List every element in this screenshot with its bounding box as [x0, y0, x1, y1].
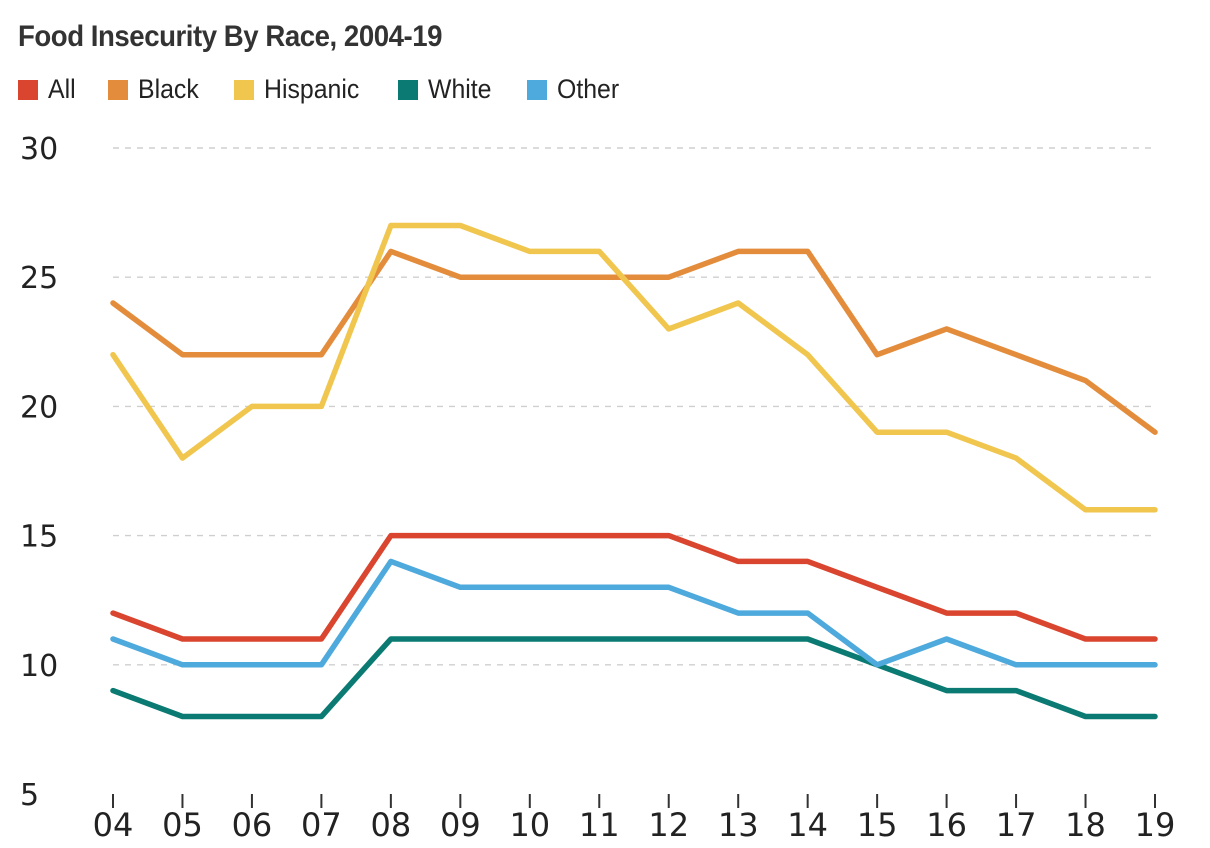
x-tick-label-08: 08	[371, 806, 412, 844]
legend-item-hispanic: Hispanic	[234, 74, 368, 105]
x-tick-label-06: 06	[232, 806, 273, 844]
series-line-black	[110, 248, 1158, 435]
legend-label-hispanic: Hispanic	[264, 74, 360, 104]
y-tick-label-20: 20	[20, 390, 58, 425]
legend-swatch-other	[526, 79, 547, 100]
legend-swatch-all	[18, 79, 38, 100]
series-line-white	[110, 636, 1158, 720]
x-tick-label-15: 15	[857, 806, 898, 844]
x-tick-label-16: 16	[926, 806, 967, 844]
y-tick-label-10: 10	[20, 649, 58, 684]
x-tick-label-10: 10	[509, 806, 550, 844]
legend-swatch-black	[108, 79, 129, 100]
legend-item-white: White	[397, 74, 497, 105]
chart-title: Food Insecurity By Race, 2004-19	[18, 20, 443, 53]
x-tick-label-13: 13	[718, 806, 759, 844]
x-tick-label-17: 17	[996, 806, 1037, 844]
legend-item-other: Other	[526, 74, 625, 105]
y-tick-label-30: 30	[20, 132, 58, 167]
x-tick-label-07: 07	[301, 806, 342, 844]
legend-label-white: White	[427, 74, 492, 104]
legend-label-black: Black	[138, 74, 199, 104]
x-tick-label-19: 19	[1135, 806, 1176, 844]
legend: All Black Hispanic White Other	[18, 74, 624, 105]
x-tick-label-18: 18	[1065, 806, 1106, 844]
x-tick-label-09: 09	[440, 806, 481, 844]
x-tick-label-04: 04	[93, 806, 134, 844]
x-tick-label-14: 14	[787, 806, 828, 844]
series-line-hispanic	[110, 222, 1158, 513]
y-tick-label-5: 5	[20, 778, 39, 813]
x-tick-label-11: 11	[579, 806, 620, 844]
y-tick-label-25: 25	[20, 261, 58, 296]
series-line-other	[110, 558, 1158, 668]
legend-label-other: Other	[556, 74, 619, 104]
y-tick-label-15: 15	[20, 520, 58, 555]
legend-swatch-hispanic	[234, 79, 255, 100]
legend-swatch-white	[397, 79, 418, 100]
series-line-all	[110, 532, 1158, 642]
legend-item-black: Black	[108, 74, 204, 105]
x-tick-label-12: 12	[648, 806, 689, 844]
x-tick-label-05: 05	[162, 806, 203, 844]
legend-label-all: All	[48, 74, 76, 104]
legend-item-all: All	[18, 74, 78, 105]
